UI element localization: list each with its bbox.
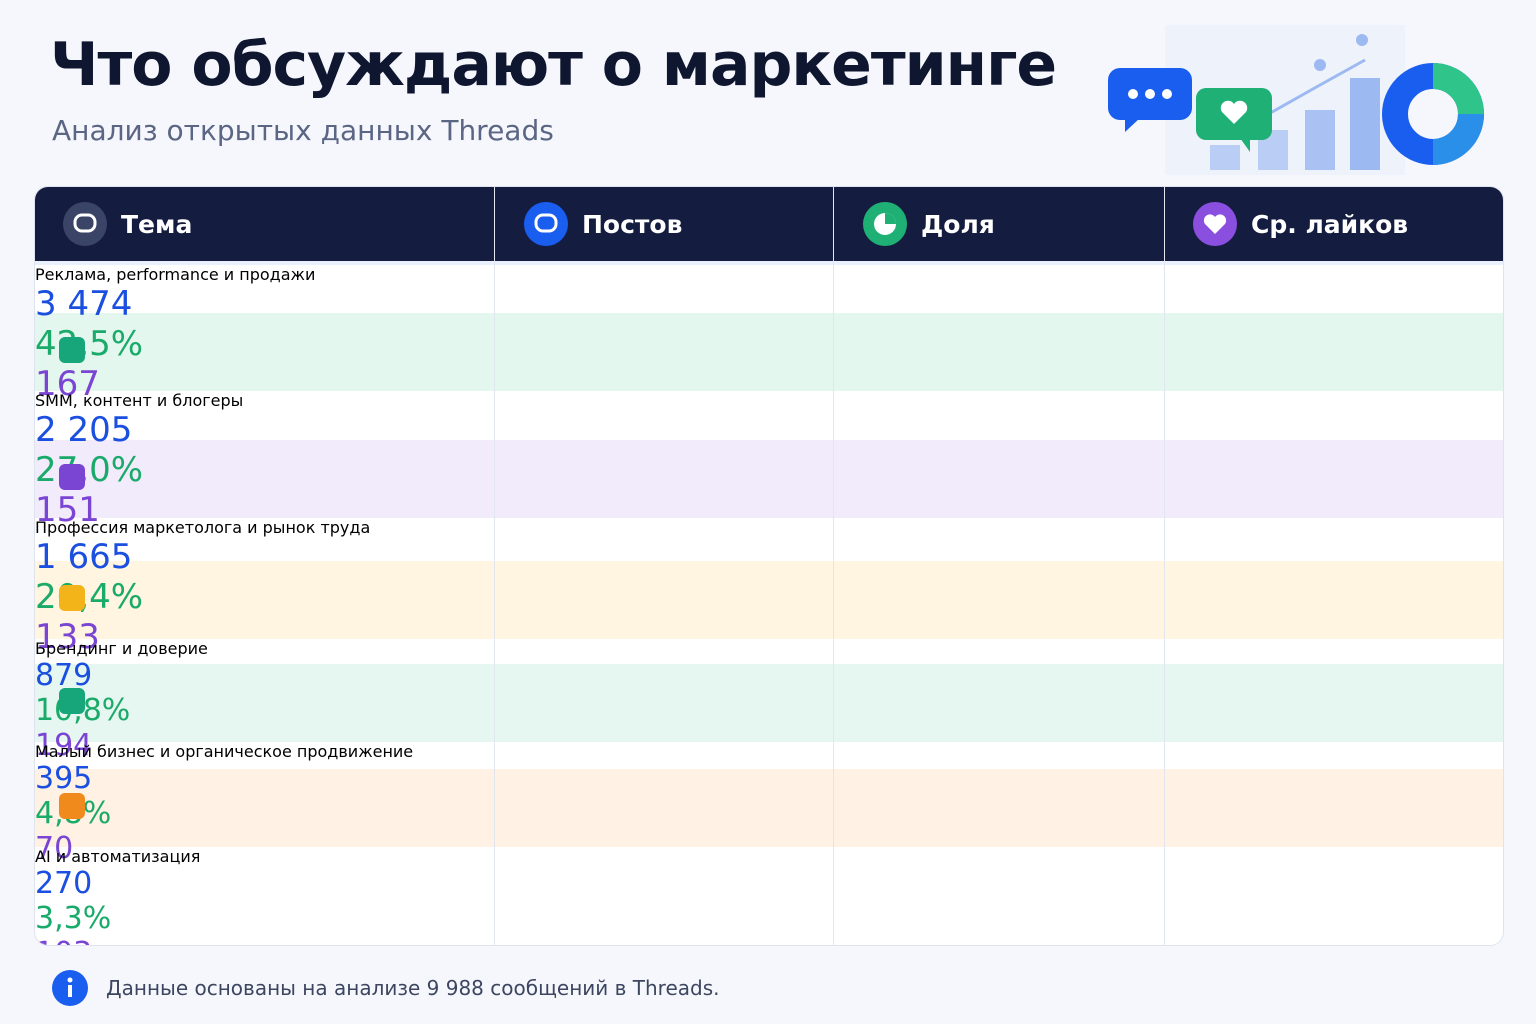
icon-glyph xyxy=(59,585,85,611)
table: Тема Постов Доля Ср. лайков Реклама, per… xyxy=(34,186,1504,946)
topic-text: SMM, контент и блогеры xyxy=(35,391,244,410)
header-cell: Ср. лайков xyxy=(1193,187,1408,261)
column-divider xyxy=(494,187,495,945)
header-icon xyxy=(63,202,107,246)
column-divider xyxy=(1164,187,1165,945)
table-row: Профессия маркетолога и рынок труда 1 665… xyxy=(35,440,1503,657)
title: Что обсуждают о маркетинге xyxy=(50,30,1057,100)
footnote: Данные основаны на анализе 9 988 сообщен… xyxy=(52,970,720,1006)
topic-text: Брендинг и доверие xyxy=(35,639,208,658)
header-cell: Постов xyxy=(524,187,682,261)
header-icon xyxy=(524,202,568,246)
topic-icon xyxy=(35,769,1503,847)
topic-text: Малый бизнес и органическое продвижение xyxy=(35,742,414,761)
icon-glyph xyxy=(59,337,85,363)
info-icon xyxy=(52,970,88,1006)
cell-value: 270 xyxy=(35,866,93,901)
illustration xyxy=(1108,25,1484,175)
topic-icon xyxy=(35,561,1503,639)
topic-icon xyxy=(35,664,1503,742)
subtitle: Анализ открытых данных Threads xyxy=(52,114,554,147)
icon-glyph xyxy=(59,464,85,490)
icon-glyph xyxy=(59,793,85,819)
header-cell: Доля xyxy=(863,187,995,261)
header-text: Ср. лайков xyxy=(1251,209,1409,239)
header-icon xyxy=(1193,202,1237,246)
header-text: Доля xyxy=(921,209,995,239)
topic-icon xyxy=(35,440,1503,518)
footnote-text: Данные основаны на анализе 9 988 сообщен… xyxy=(106,976,720,1000)
table-row: Малый бизнес и органическое продвижение3… xyxy=(35,664,1503,866)
topic-text: AI и автоматизация xyxy=(35,847,201,866)
header-cell: Тема xyxy=(63,187,192,261)
icon-glyph xyxy=(59,688,85,714)
column-divider xyxy=(833,187,834,945)
topic-text: Профессия маркетолога и рынок труда xyxy=(35,518,371,537)
header-text: Постов xyxy=(582,209,683,239)
table-header: Тема Постов Доля Ср. лайков xyxy=(35,187,1503,261)
table-row: Брендинг и доверие87910,8%194 xyxy=(35,561,1503,763)
topic-text: Реклама, performance и продажи xyxy=(35,265,316,284)
cell-value: 3,3% xyxy=(35,901,112,936)
header-text: Тема xyxy=(121,209,193,239)
topic-icon xyxy=(35,313,1503,391)
cell-value: 103 xyxy=(35,936,1503,945)
header-icon xyxy=(863,202,907,246)
